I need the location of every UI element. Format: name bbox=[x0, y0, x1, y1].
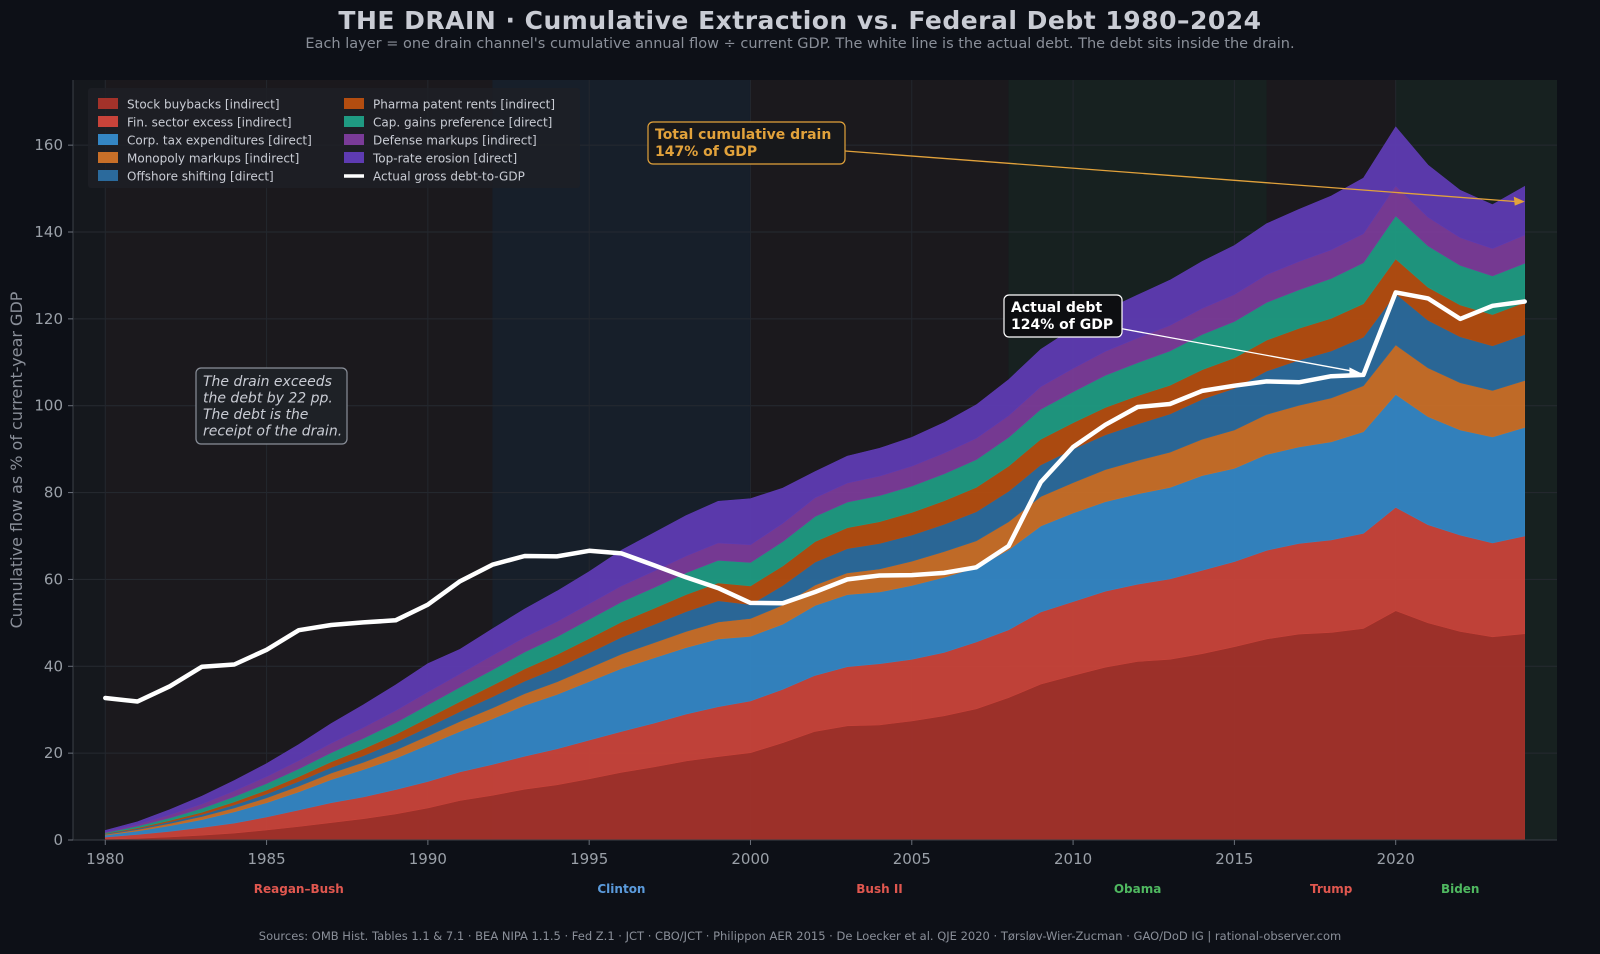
area-series-9 bbox=[104, 126, 1525, 833]
x-tick-label: 2005 bbox=[893, 850, 931, 868]
legend-entry: Defense markups [indirect] bbox=[373, 134, 537, 148]
era-label: Clinton bbox=[597, 882, 645, 896]
legend-box bbox=[88, 88, 580, 188]
drain-note-text: the debt by 22 pp. bbox=[203, 391, 333, 407]
x-tick-label: 1985 bbox=[247, 850, 285, 868]
drain-note-text: The debt is the bbox=[203, 407, 308, 423]
y-tick-label: 160 bbox=[34, 136, 63, 154]
legend-entry: Cap. gains preference [direct] bbox=[373, 116, 552, 130]
era-label: Biden bbox=[1441, 882, 1480, 896]
actual-debt-label: Actual debt bbox=[1011, 300, 1102, 316]
legend-swatch bbox=[344, 98, 364, 109]
chart-subtitle: Each layer = one drain channel's cumulat… bbox=[305, 36, 1295, 52]
era-label: Reagan–Bush bbox=[254, 882, 344, 896]
x-tick-label: 2020 bbox=[1377, 850, 1415, 868]
y-tick-label: 140 bbox=[34, 223, 63, 241]
legend-entry: Pharma patent rents [indirect] bbox=[373, 98, 555, 112]
y-tick-label: 80 bbox=[44, 484, 63, 502]
total-drain-box bbox=[647, 121, 846, 165]
legend-entry: Actual gross debt-to-GDP bbox=[373, 170, 525, 184]
legend-swatch bbox=[344, 134, 364, 145]
x-tick-label: 2000 bbox=[731, 850, 769, 868]
legend-swatch bbox=[98, 116, 118, 127]
legend-swatch bbox=[98, 98, 118, 109]
legend-entry: Top-rate erosion [direct] bbox=[372, 152, 517, 166]
legend-swatch bbox=[344, 116, 364, 127]
y-tick-label: 0 bbox=[53, 831, 63, 849]
x-tick-label: 1990 bbox=[409, 850, 447, 868]
total-drain-arrowhead bbox=[1513, 196, 1525, 206]
actual-debt-box bbox=[1003, 294, 1123, 338]
x-tick-label: 2010 bbox=[1054, 850, 1092, 868]
legend-swatch bbox=[98, 152, 118, 163]
total-drain-label: 147% of GDP bbox=[655, 144, 757, 160]
chart-title: THE DRAIN · Cumulative Extraction vs. Fe… bbox=[338, 6, 1262, 35]
legend-entry: Offshore shifting [direct] bbox=[127, 170, 274, 184]
era-label: Obama bbox=[1114, 882, 1162, 896]
legend-swatch bbox=[344, 152, 364, 163]
legend-entry: Stock buybacks [indirect] bbox=[127, 98, 280, 112]
legend-swatch bbox=[98, 134, 118, 145]
debt-line-group bbox=[103, 290, 1527, 704]
actual-debt-label: 124% of GDP bbox=[1011, 317, 1113, 333]
drain-note-box bbox=[195, 367, 348, 445]
era-label: Trump bbox=[1310, 882, 1353, 896]
drain-note-text: receipt of the drain. bbox=[203, 424, 342, 440]
x-tick-label: 2015 bbox=[1215, 850, 1253, 868]
sources-footer: Sources: OMB Hist. Tables 1.1 & 7.1 · BE… bbox=[258, 929, 1342, 943]
y-tick-label: 40 bbox=[44, 657, 63, 675]
legend-swatch bbox=[98, 170, 118, 181]
x-tick-label: 1980 bbox=[86, 850, 124, 868]
y-tick-label: 60 bbox=[44, 570, 63, 588]
era-labels: Reagan–Bush Clinton Bush II Obama Trump Biden bbox=[254, 882, 1480, 896]
actual-debt-arrowhead bbox=[1349, 367, 1362, 377]
legend: Stock buybacks [indirect] Fin. sector exc… bbox=[88, 88, 580, 188]
actual-debt-arrow bbox=[1117, 327, 1354, 372]
debt-line bbox=[103, 290, 1527, 704]
axes: 0 20 40 60 80 100 120 140 160 1980 1985 1990 1995 200… bbox=[7, 80, 1557, 868]
drain-note-text: The drain exceeds bbox=[203, 374, 332, 390]
x-tick-label: 1995 bbox=[570, 850, 608, 868]
legend-entry: Fin. sector excess [indirect] bbox=[127, 116, 292, 130]
legend-entry: Monopoly markups [indirect] bbox=[127, 152, 299, 166]
era-label: Bush II bbox=[856, 882, 902, 896]
legend-entry: Corp. tax expenditures [direct] bbox=[127, 134, 312, 148]
total-drain-arrow bbox=[844, 150, 1517, 203]
y-tick-label: 20 bbox=[44, 744, 63, 762]
y-tick-label: 100 bbox=[34, 397, 63, 415]
total-drain-label: Total cumulative drain bbox=[655, 127, 831, 143]
y-axis-label: Cumulative flow as % of current-year GDP bbox=[7, 291, 26, 628]
y-tick-label: 120 bbox=[34, 310, 63, 328]
